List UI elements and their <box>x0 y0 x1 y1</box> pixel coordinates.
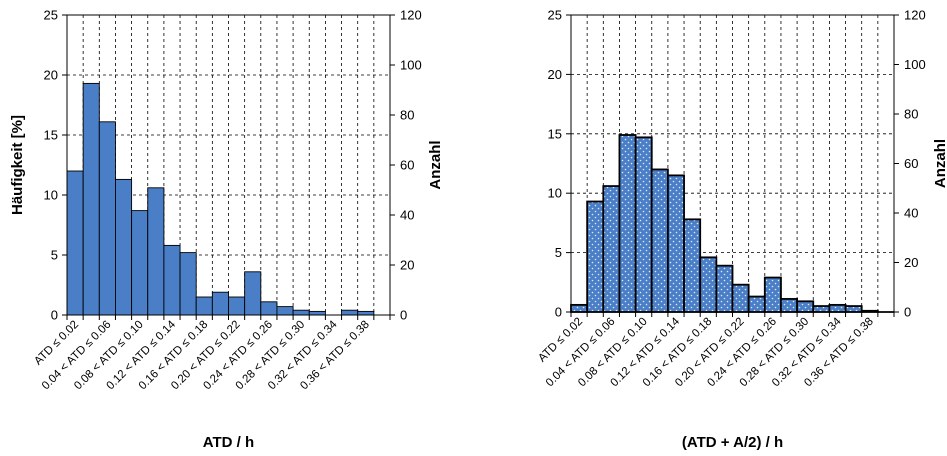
y2-tick-label: 0 <box>400 308 407 323</box>
y2-tick-label: 0 <box>904 305 911 320</box>
y2-tick-label: 60 <box>904 156 918 171</box>
y2-tick-label: 60 <box>400 158 414 173</box>
y-axis-title: Häufigkeit [%] <box>9 115 26 215</box>
bar <box>244 271 262 316</box>
y2-axis-title: Anzahl <box>427 140 444 189</box>
y2-tick-label: 40 <box>400 208 414 223</box>
y-tick-label: 15 <box>44 128 58 143</box>
bar <box>163 244 181 316</box>
y-tick-label: 20 <box>548 67 562 82</box>
bar <box>98 121 116 316</box>
bar <box>667 174 685 313</box>
bar <box>747 295 766 313</box>
bar <box>683 218 702 313</box>
bar <box>602 185 621 313</box>
x-axis-title: ATD / h <box>203 434 254 451</box>
y-tick-label: 0 <box>51 308 58 323</box>
y-tick-label: 0 <box>555 305 562 320</box>
y-tick-label: 20 <box>44 68 58 83</box>
bar <box>650 168 669 313</box>
bar <box>780 298 799 313</box>
bar <box>195 296 213 316</box>
bar <box>715 264 734 313</box>
bar <box>82 82 100 316</box>
bar <box>66 170 84 316</box>
bar <box>731 283 750 313</box>
y2-tick-label: 120 <box>400 8 422 23</box>
y-tick-label: 5 <box>555 245 562 260</box>
bar <box>131 210 149 316</box>
bar <box>147 187 165 316</box>
bar <box>179 252 197 316</box>
bar <box>292 309 310 316</box>
y2-tick-label: 80 <box>400 108 414 123</box>
bar <box>260 301 278 316</box>
bar <box>341 309 359 316</box>
y2-tick-label: 40 <box>904 206 918 221</box>
y2-tick-label: 20 <box>904 255 918 270</box>
y2-tick-label: 80 <box>904 107 918 122</box>
y2-axis-title: Anzahl <box>932 139 947 188</box>
x-axis-title: (ATD + A/2) / h <box>682 434 783 451</box>
bar <box>634 136 653 313</box>
y-tick-label: 10 <box>44 188 58 203</box>
y-tick-label: 15 <box>548 126 562 141</box>
bar <box>812 305 831 313</box>
bar <box>114 178 133 316</box>
bar <box>211 291 229 316</box>
bar <box>618 134 637 313</box>
bar <box>586 200 605 313</box>
y-tick-label: 25 <box>548 8 562 23</box>
y2-tick-label: 100 <box>904 57 926 72</box>
bar <box>699 256 718 313</box>
y-tick-label: 10 <box>548 186 562 201</box>
y-tick-label: 5 <box>51 248 58 263</box>
bar <box>308 310 326 316</box>
y2-tick-label: 100 <box>400 58 422 73</box>
bar <box>228 296 246 316</box>
bar <box>763 276 782 313</box>
y2-tick-label: 120 <box>904 8 926 23</box>
y-tick-label: 25 <box>44 8 58 23</box>
bar <box>276 306 294 316</box>
bar <box>828 303 847 313</box>
bar <box>357 310 375 316</box>
bar <box>796 300 815 313</box>
y2-tick-label: 20 <box>400 258 414 273</box>
bar <box>844 305 863 313</box>
bar <box>570 303 589 313</box>
